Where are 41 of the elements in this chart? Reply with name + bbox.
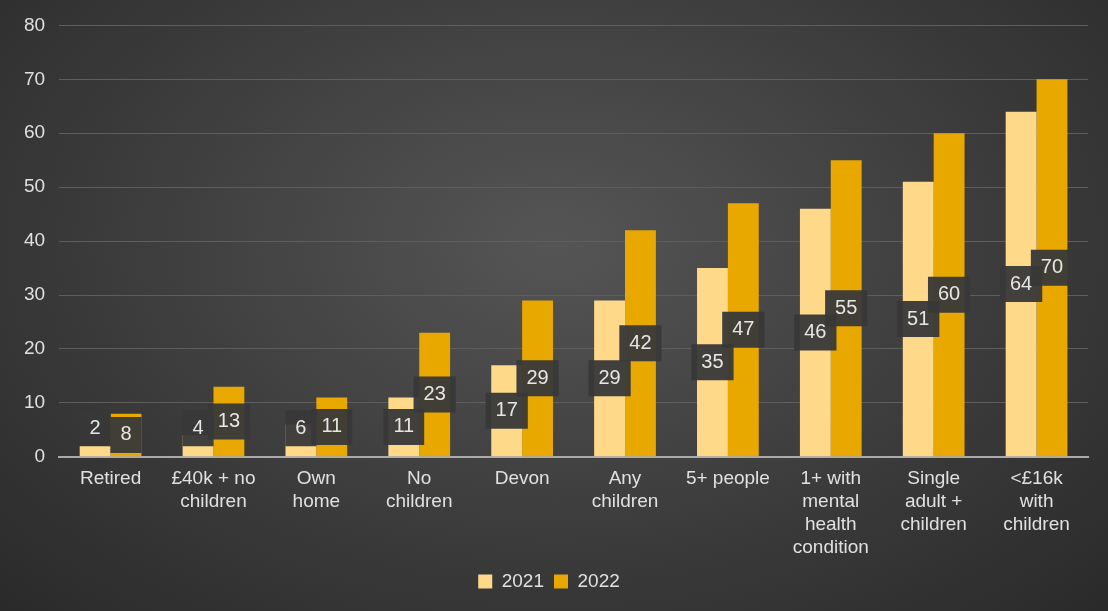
data-label: 35 bbox=[701, 349, 724, 372]
y-tick-label: 40 bbox=[23, 229, 46, 251]
x-tick-label: Single adult + children bbox=[900, 467, 967, 535]
y-tick-label: 80 bbox=[23, 13, 46, 35]
y-tick-label: 30 bbox=[23, 283, 46, 305]
data-label: 13 bbox=[217, 409, 241, 432]
x-tick-label: £40k + no children bbox=[171, 467, 256, 512]
data-label: 8 bbox=[120, 422, 132, 445]
x-tick-label: 1+ with mental health condition bbox=[792, 467, 869, 557]
x-tick-label: Own home bbox=[292, 467, 341, 512]
y-tick-label: 70 bbox=[23, 67, 46, 89]
data-label: 23 bbox=[423, 382, 446, 405]
x-tick-label: Retired bbox=[79, 467, 142, 489]
data-label: 2 bbox=[89, 415, 101, 438]
data-label: 55 bbox=[835, 295, 858, 318]
data-label: 29 bbox=[598, 365, 621, 388]
data-label: 11 bbox=[393, 414, 415, 437]
y-tick-label: 60 bbox=[23, 121, 46, 143]
x-tick-label: 5+ people bbox=[685, 467, 770, 489]
data-label: 42 bbox=[629, 330, 652, 353]
x-tick-label: Any children bbox=[591, 467, 659, 512]
data-label: 11 bbox=[321, 414, 343, 437]
y-tick-label: 0 bbox=[34, 445, 46, 467]
data-label: 51 bbox=[907, 306, 930, 329]
data-label: 6 bbox=[295, 415, 307, 438]
legend-label: 2022 bbox=[577, 569, 620, 591]
x-tick-label: <£16k with children bbox=[1003, 467, 1070, 535]
data-label: 4 bbox=[192, 415, 204, 438]
data-label: 47 bbox=[732, 317, 755, 340]
y-tick-label: 50 bbox=[23, 175, 46, 197]
x-tick-label: Devon bbox=[494, 467, 550, 489]
data-label: 60 bbox=[937, 282, 961, 305]
legend-label: 2021 bbox=[501, 569, 545, 591]
x-tick-label: No children bbox=[385, 467, 453, 512]
data-label: 29 bbox=[526, 365, 549, 388]
data-label: 17 bbox=[495, 398, 518, 421]
data-label: 46 bbox=[804, 320, 827, 343]
data-label: 64 bbox=[1010, 271, 1033, 294]
y-tick-label: 10 bbox=[23, 391, 46, 413]
data-label: 70 bbox=[1040, 255, 1064, 278]
y-tick-label: 20 bbox=[23, 337, 46, 359]
